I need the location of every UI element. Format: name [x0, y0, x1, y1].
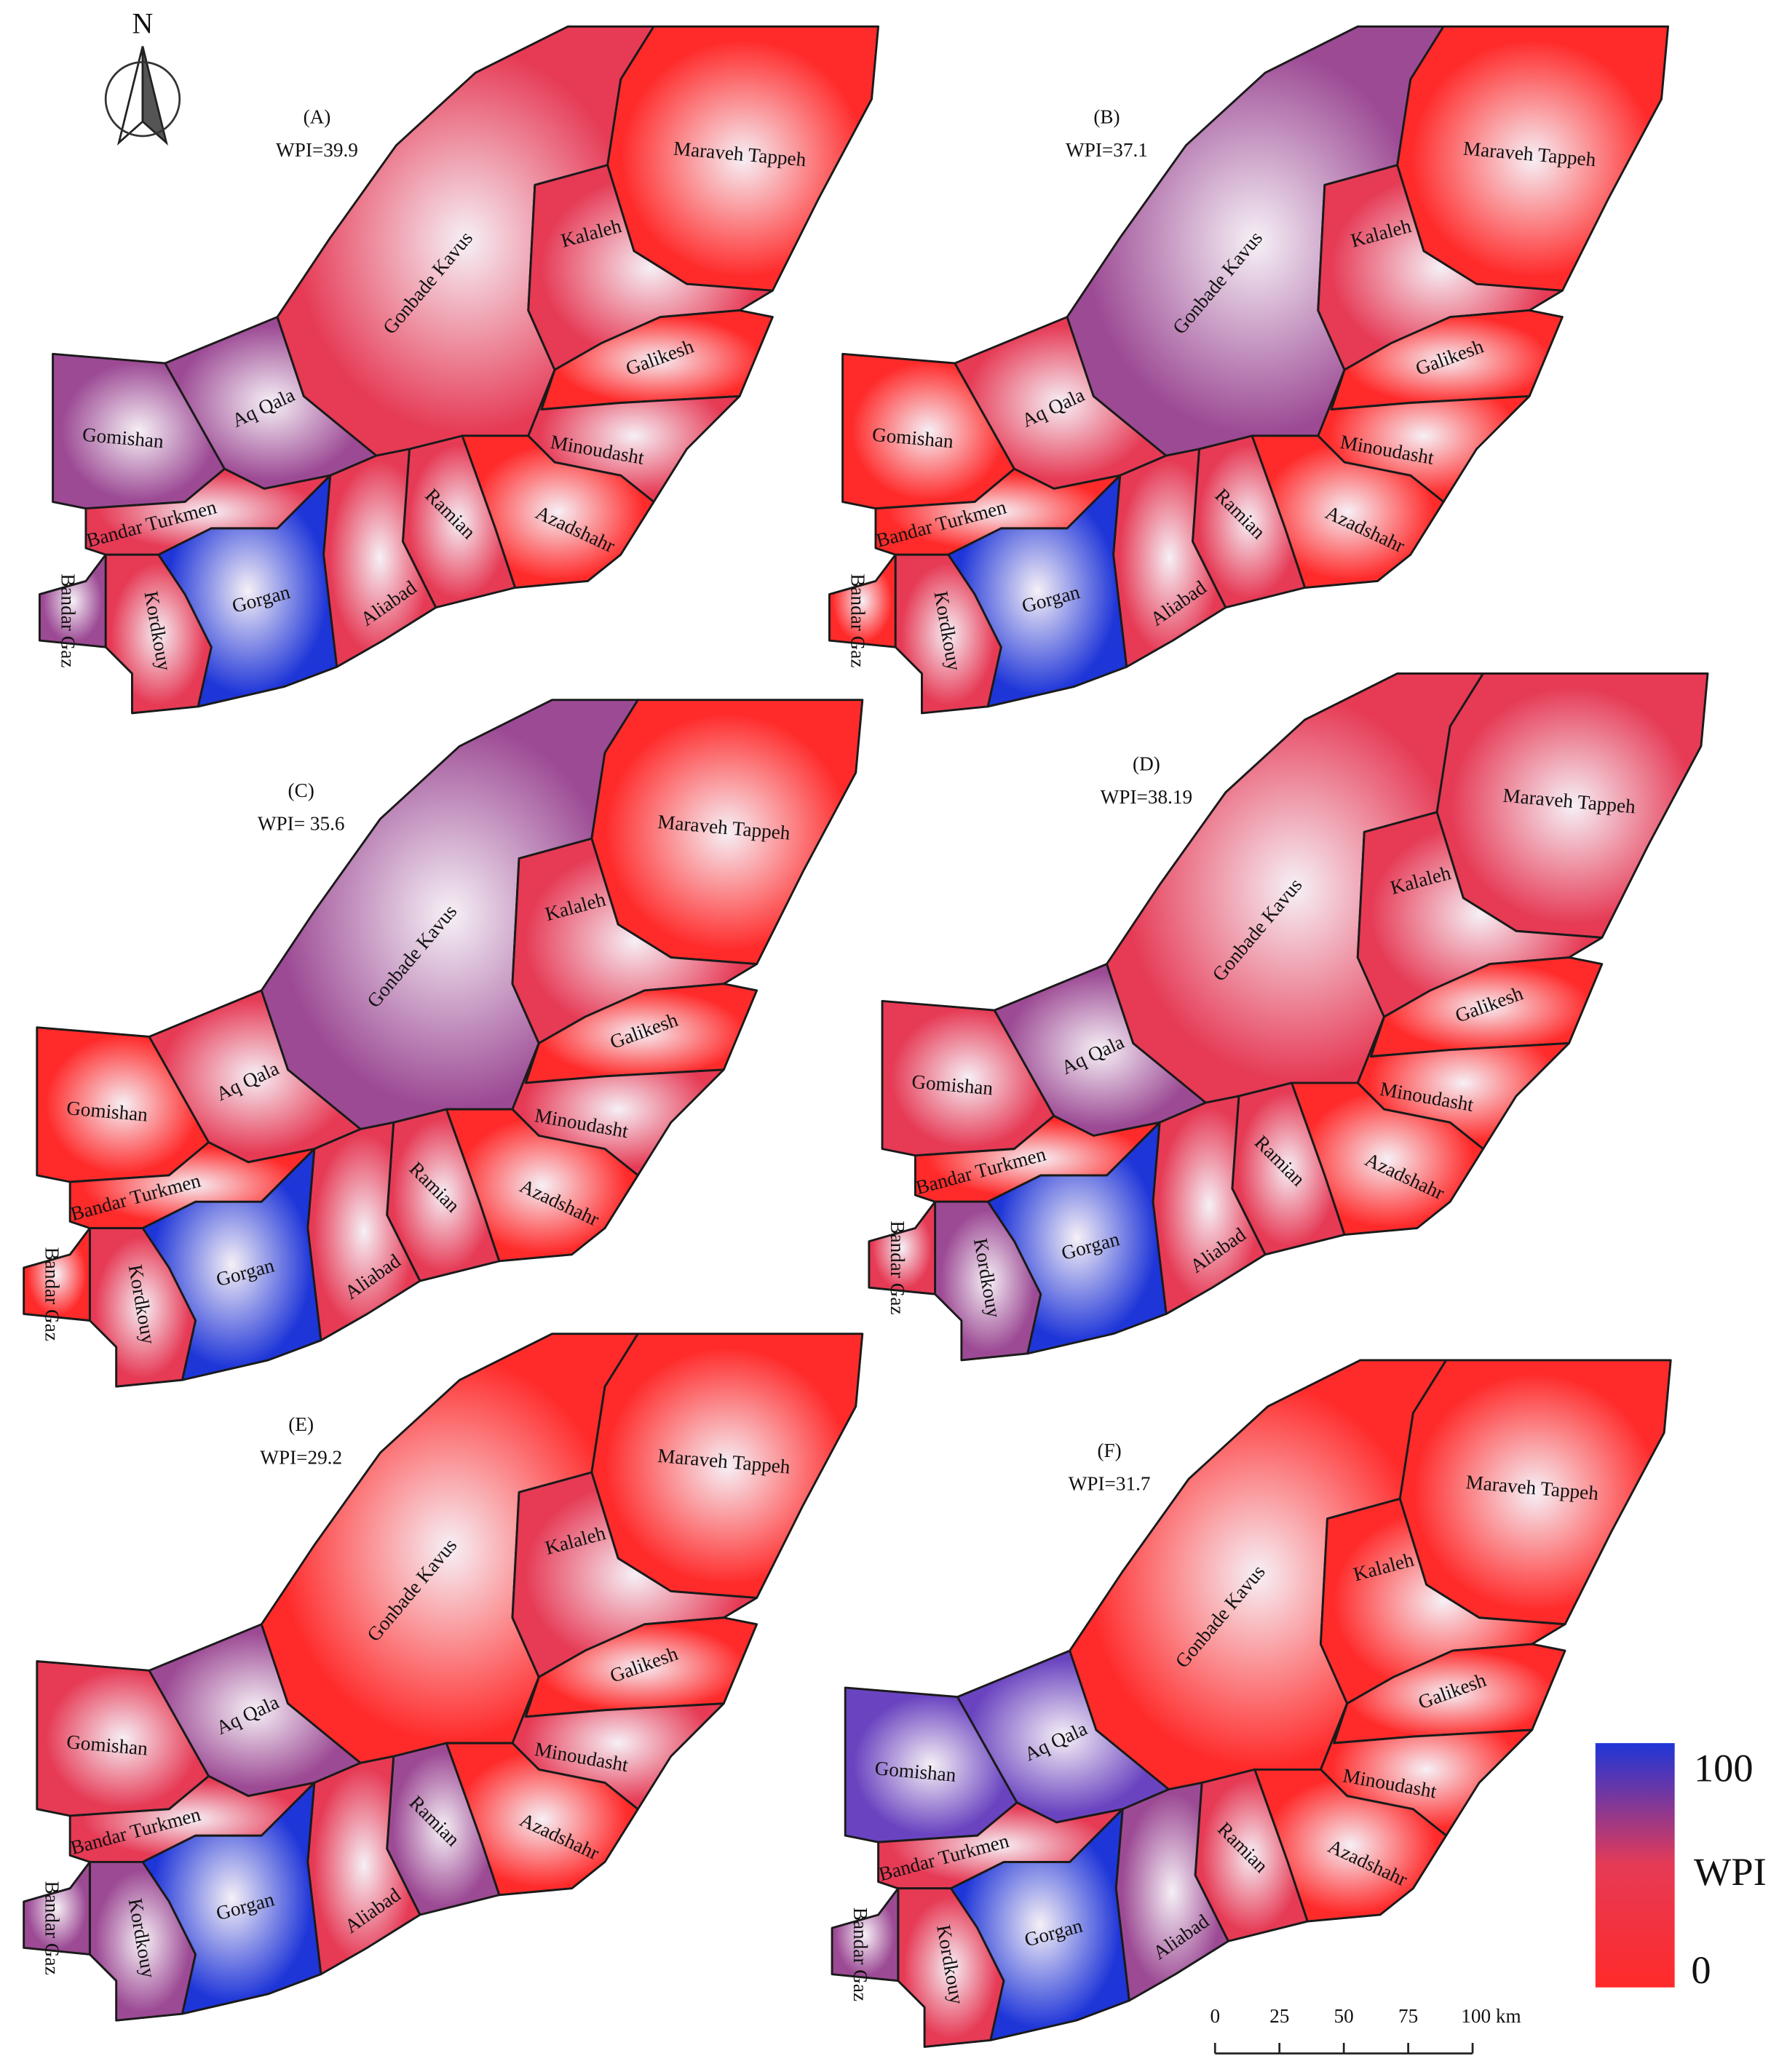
district [831, 1887, 900, 1982]
district [894, 553, 1002, 715]
district [914, 1114, 1161, 1203]
legend-colorbar [1595, 1743, 1675, 1988]
legend-min: 0 [1691, 1948, 1711, 1992]
district [897, 1887, 1005, 2048]
district-label: Bandar Gaz [887, 1220, 908, 1314]
district [84, 467, 332, 556]
wpi-value: WPI= 35.6 [258, 812, 345, 834]
wpi-value: WPI=39.9 [276, 139, 358, 161]
north-arrow: N [104, 7, 181, 146]
district [23, 1227, 91, 1322]
district-label: Bandar Gaz [57, 573, 79, 667]
district [868, 1200, 937, 1295]
district-label: Bandar Gaz [849, 1908, 871, 2001]
district [934, 1200, 1042, 1362]
panel-label: (F) [1097, 1440, 1121, 1461]
scale-label: 50 [1334, 2005, 1354, 2027]
district [88, 1860, 197, 2022]
scale-label: 25 [1269, 2005, 1289, 2027]
district [104, 553, 213, 715]
district [68, 1775, 316, 1863]
legend-max: 100 [1694, 1746, 1754, 1790]
panel-label: (A) [304, 106, 331, 128]
district [88, 1227, 197, 1388]
scale-label: 75 [1398, 2005, 1418, 2027]
panel-label: (C) [288, 779, 314, 801]
panel-label: (B) [1093, 106, 1120, 128]
wpi-value: WPI=29.2 [260, 1446, 342, 1468]
legend-title: WPI [1694, 1849, 1767, 1894]
district-label: Bandar Gaz [41, 1881, 63, 1975]
north-label: N [132, 7, 154, 40]
scale-label: 100 km [1461, 2005, 1521, 2027]
panel-label: (D) [1133, 753, 1160, 775]
wpi-value: WPI=38.19 [1101, 786, 1192, 808]
district [877, 1801, 1124, 1890]
district [828, 553, 897, 648]
district [68, 1141, 316, 1229]
district-label: Bandar Gaz [41, 1247, 63, 1341]
wpi-value: WPI=31.7 [1069, 1473, 1151, 1495]
district-label: Bandar Gaz [847, 573, 868, 667]
scale-label: 0 [1210, 2005, 1220, 2027]
district [23, 1860, 91, 1956]
wpi-value: WPI=37.1 [1066, 139, 1148, 161]
district [38, 553, 107, 648]
district [874, 467, 1122, 556]
panel-label: (E) [288, 1413, 314, 1435]
